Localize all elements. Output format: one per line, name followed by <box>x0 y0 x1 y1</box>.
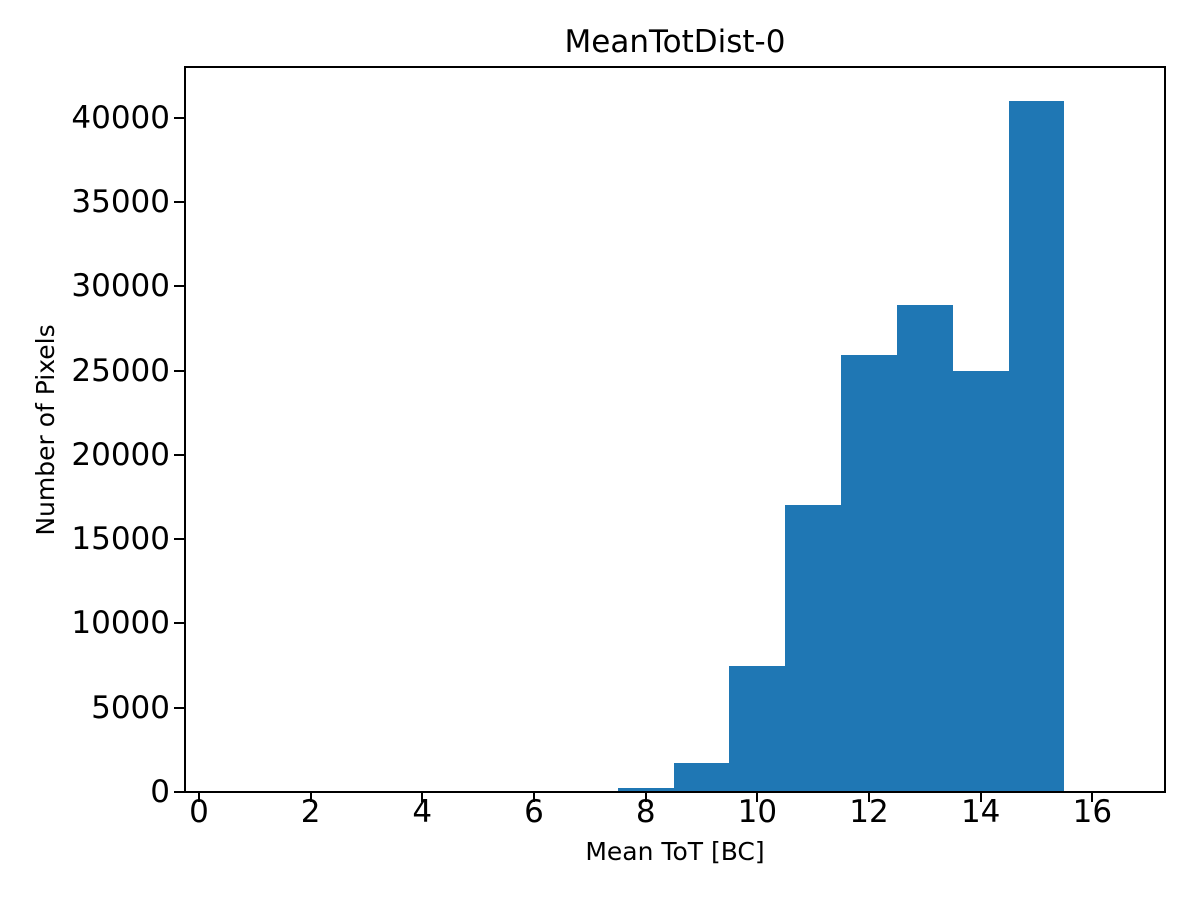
x-tick-label: 12 <box>849 794 889 830</box>
x-axis-tick <box>421 793 424 802</box>
histogram-bar <box>673 762 730 792</box>
x-axis-tick <box>533 793 535 802</box>
x-axis-label: Mean ToT [BC] <box>585 837 765 866</box>
x-tick-label: 14 <box>960 794 1001 830</box>
histogram-bar <box>729 665 786 792</box>
x-axis-tick <box>1091 793 1094 802</box>
x-tick-label: 6 <box>524 794 544 830</box>
x-axis-tick <box>198 793 200 802</box>
y-tick-label: 20000 <box>71 436 170 473</box>
histogram-bar <box>841 355 897 792</box>
y-axis-tick <box>174 791 184 793</box>
histogram-bar <box>785 505 842 792</box>
x-axis-tick <box>868 793 870 802</box>
x-axis-tick <box>756 793 759 802</box>
histogram-bar <box>617 787 674 792</box>
y-tick-label: 30000 <box>71 268 170 305</box>
x-tick-label: 8 <box>635 794 656 830</box>
y-axis-tick <box>174 116 184 119</box>
y-tick-label: 10000 <box>71 605 170 642</box>
y-axis-tick <box>174 706 184 709</box>
chart-title: MeanTotDist-0 <box>564 24 786 60</box>
x-axis-tick <box>309 793 312 802</box>
x-tick-label: 10 <box>737 794 778 830</box>
x-tick-label: 0 <box>189 794 209 830</box>
y-axis-tick <box>174 369 184 372</box>
y-tick-label: 25000 <box>71 352 170 389</box>
histogram-bar <box>897 304 953 792</box>
histogram-bar <box>952 370 1009 792</box>
y-tick-label: 35000 <box>71 183 170 220</box>
y-axis-tick <box>174 538 184 541</box>
y-axis-tick <box>174 200 184 203</box>
x-tick-label: 2 <box>300 794 321 830</box>
y-tick-label: 15000 <box>71 521 170 558</box>
y-axis-tick <box>174 453 184 456</box>
y-tick-label: 0 <box>150 774 170 810</box>
x-axis-tick <box>979 793 982 802</box>
x-tick-label: 4 <box>412 794 433 830</box>
y-axis-tick <box>174 622 184 625</box>
y-tick-label: 40000 <box>71 99 170 136</box>
histogram-bar <box>1008 100 1065 792</box>
x-tick-label: 16 <box>1072 794 1113 830</box>
plot-area-border <box>184 66 1166 793</box>
y-tick-label: 5000 <box>91 689 170 726</box>
x-axis-tick <box>644 793 647 802</box>
y-axis-tick <box>174 285 184 288</box>
